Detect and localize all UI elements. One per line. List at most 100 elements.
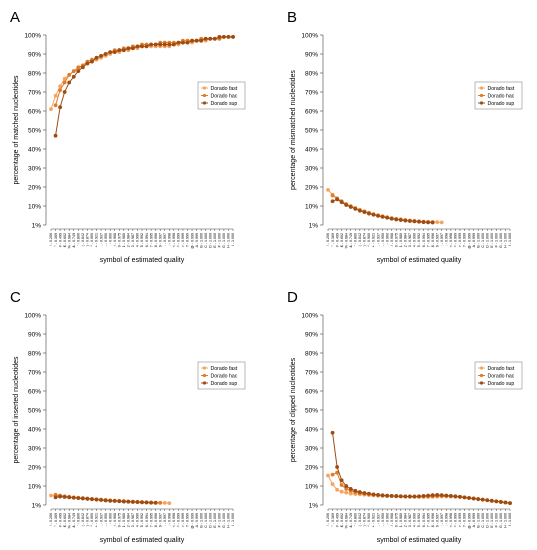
data-point [135, 44, 140, 49]
data-point [85, 61, 90, 66]
x-tick-label: G - 1.000 [222, 513, 226, 528]
data-point [385, 493, 390, 498]
x-tick-label: A - 0.999 [472, 513, 476, 527]
data-point [190, 38, 194, 43]
y-tick-label: 10% [305, 204, 318, 211]
legend-marker [479, 366, 484, 370]
data-point [121, 499, 126, 504]
x-tick-label: ) - 0.874 [86, 233, 90, 246]
data-point [112, 499, 117, 503]
x-tick-label: 4 - 0.990 [136, 513, 140, 527]
data-point [58, 88, 62, 92]
x-tick-label: * - 0.900 [90, 233, 94, 247]
x-tick-label: ) - 0.874 [86, 513, 90, 526]
data-point [439, 220, 444, 225]
y-axis-title: percentage of clipped nucleotides [290, 357, 297, 462]
data-point [167, 501, 172, 505]
data-point [348, 486, 353, 491]
data-point [357, 490, 362, 494]
x-tick-label: ? - 0.999 [463, 513, 467, 527]
y-tick-label: 20% [28, 185, 41, 192]
x-tick-label: : - 0.997 [440, 513, 444, 526]
panel-letter: D [287, 289, 298, 306]
data-point [231, 35, 235, 39]
data-point [58, 105, 62, 110]
data-point [53, 133, 58, 138]
data-point [67, 73, 72, 77]
legend-label: Dorado fast [488, 86, 515, 92]
data-point [140, 500, 144, 505]
series-line-3 [332, 432, 511, 504]
data-point [199, 38, 204, 43]
x-tick-label: + - 0.921 [95, 513, 99, 527]
data-point [485, 498, 490, 503]
y-tick-label: 20% [28, 465, 41, 472]
data-point [448, 493, 453, 498]
y-tick-label: 80% [305, 71, 318, 78]
x-tick-label: ; - 0.998 [445, 513, 449, 526]
x-tick-label: E - 1.000 [213, 233, 217, 248]
x-tick-label: % - 0.684 [67, 513, 71, 528]
y-tick-label: 90% [28, 332, 41, 339]
x-tick-label: E - 1.000 [213, 513, 217, 528]
x-tick-label: , - 0.937 [99, 233, 103, 246]
x-tick-label: . - 0.960 [385, 513, 389, 526]
data-point [339, 200, 344, 205]
data-point [212, 36, 217, 41]
x-tick-label: + - 0.921 [372, 513, 376, 527]
x-tick-label: ? - 0.999 [463, 233, 467, 247]
x-tick-label: D - 1.000 [485, 513, 489, 528]
data-point [71, 495, 76, 500]
x-tick-label: % - 0.684 [344, 233, 348, 248]
data-point [49, 493, 53, 498]
x-tick-label: . - 0.960 [108, 233, 112, 246]
data-point [344, 486, 349, 491]
x-tick-label: # - 0.499 [58, 233, 62, 247]
x-tick-label: 0 - 0.975 [394, 233, 398, 247]
data-point [403, 494, 408, 499]
data-point [335, 197, 339, 202]
data-point [326, 473, 330, 478]
data-point [330, 430, 335, 435]
x-tick-label: / - 0.968 [113, 513, 117, 526]
data-point [176, 40, 181, 45]
x-tick-label: ( - 0.842 [81, 513, 85, 526]
y-axis-title: percentage of mismatched nucleotides [290, 70, 297, 190]
y-tick-label: 90% [305, 52, 318, 59]
y-tick-label: 70% [28, 370, 41, 377]
data-point [362, 491, 367, 495]
x-tick-label: 5 - 0.992 [417, 233, 421, 247]
x-tick-label: - - 0.950 [104, 513, 108, 526]
data-point [153, 501, 158, 505]
x-tick-label: E - 1.000 [490, 513, 494, 528]
panel-c: C 1% 10% 20% 30% 40% 50% 60% 70% 80% 90% 100% ! - 0.… [10, 289, 246, 544]
x-tick-label: ! - 0.206 [326, 513, 330, 526]
legend-label: Dorado sup [211, 101, 238, 107]
data-point [408, 494, 412, 499]
y-tick-label: 1% [32, 503, 42, 510]
data-point [76, 496, 81, 501]
data-point [326, 187, 330, 192]
x-tick-label: " - 0.369 [54, 513, 58, 526]
y-tick-label: 90% [305, 332, 318, 339]
data-point [508, 501, 512, 505]
data-point [149, 500, 154, 505]
data-point [403, 218, 408, 223]
x-tick-label: 7 - 0.995 [426, 513, 430, 527]
x-tick-label: 8 - 0.996 [154, 513, 158, 527]
x-tick-label: H - 1.000 [504, 233, 508, 248]
x-tick-label: D - 1.000 [208, 233, 212, 248]
data-point [217, 35, 222, 39]
data-point [67, 495, 72, 500]
data-point [171, 42, 176, 47]
data-point [153, 42, 158, 47]
x-tick-label: ' - 0.800 [77, 233, 81, 246]
data-point [167, 42, 172, 47]
x-tick-label: I - 1.000 [508, 513, 512, 526]
y-tick-label: 70% [305, 90, 318, 97]
data-point [339, 489, 344, 494]
data-point [62, 495, 67, 499]
series-line-2 [55, 36, 233, 106]
data-point [121, 48, 126, 53]
x-tick-label: I - 1.000 [508, 233, 512, 246]
